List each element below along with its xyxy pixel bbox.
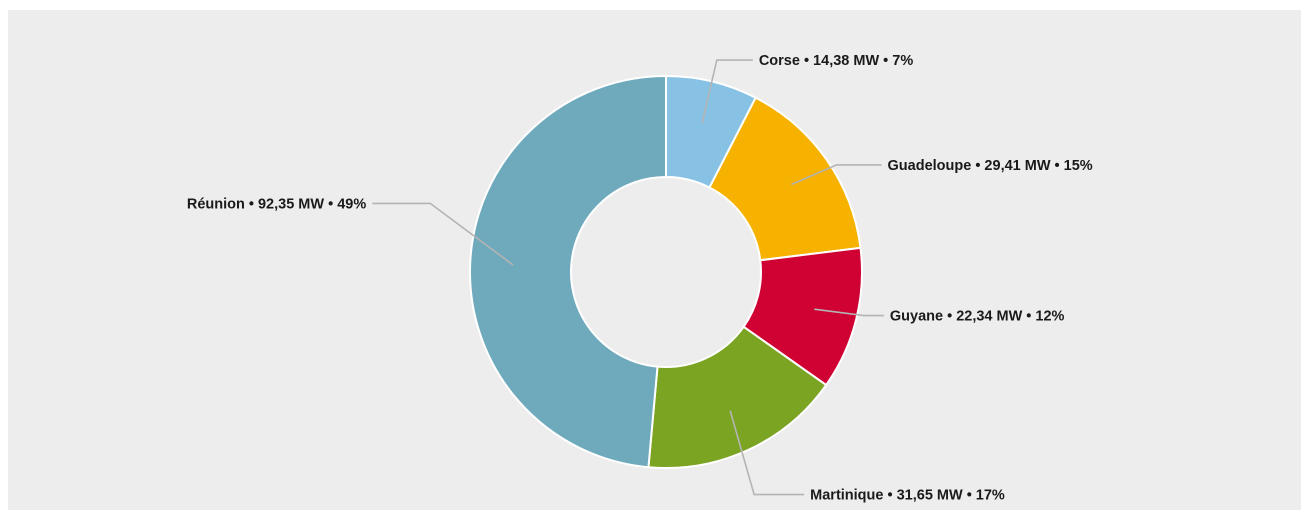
leader-lines-group xyxy=(372,59,884,496)
leader-line-corse xyxy=(701,59,753,124)
data-label-r-union: Réunion • 92,35 MW • 49% xyxy=(187,196,366,212)
leader-line-martinique xyxy=(729,410,805,496)
donut-chart: Corse • 14,38 MW • 7% Guadeloupe • 29,41 … xyxy=(187,53,1093,504)
data-label-guadeloupe: Guadeloupe • 29,41 MW • 15% xyxy=(888,158,1093,174)
slice-martinique[interactable] xyxy=(647,325,828,469)
slice-r-union[interactable] xyxy=(469,74,667,469)
leader-line-guyane xyxy=(814,308,884,317)
labels-group: Corse • 14,38 MW • 7% Guadeloupe • 29,41 … xyxy=(187,53,1093,504)
leader-line-guadeloupe xyxy=(791,164,882,186)
slice-guadeloupe[interactable] xyxy=(708,96,862,262)
data-label-guyane: Guyane • 22,34 MW • 12% xyxy=(890,309,1065,325)
slices-group xyxy=(469,74,863,469)
leader-line-r-union xyxy=(372,202,514,266)
data-label-martinique: Martinique • 31,65 MW • 17% xyxy=(810,488,1005,504)
data-label-corse: Corse • 14,38 MW • 7% xyxy=(759,53,914,69)
chart-panel: Corse • 14,38 MW • 7% Guadeloupe • 29,41 … xyxy=(8,10,1301,510)
